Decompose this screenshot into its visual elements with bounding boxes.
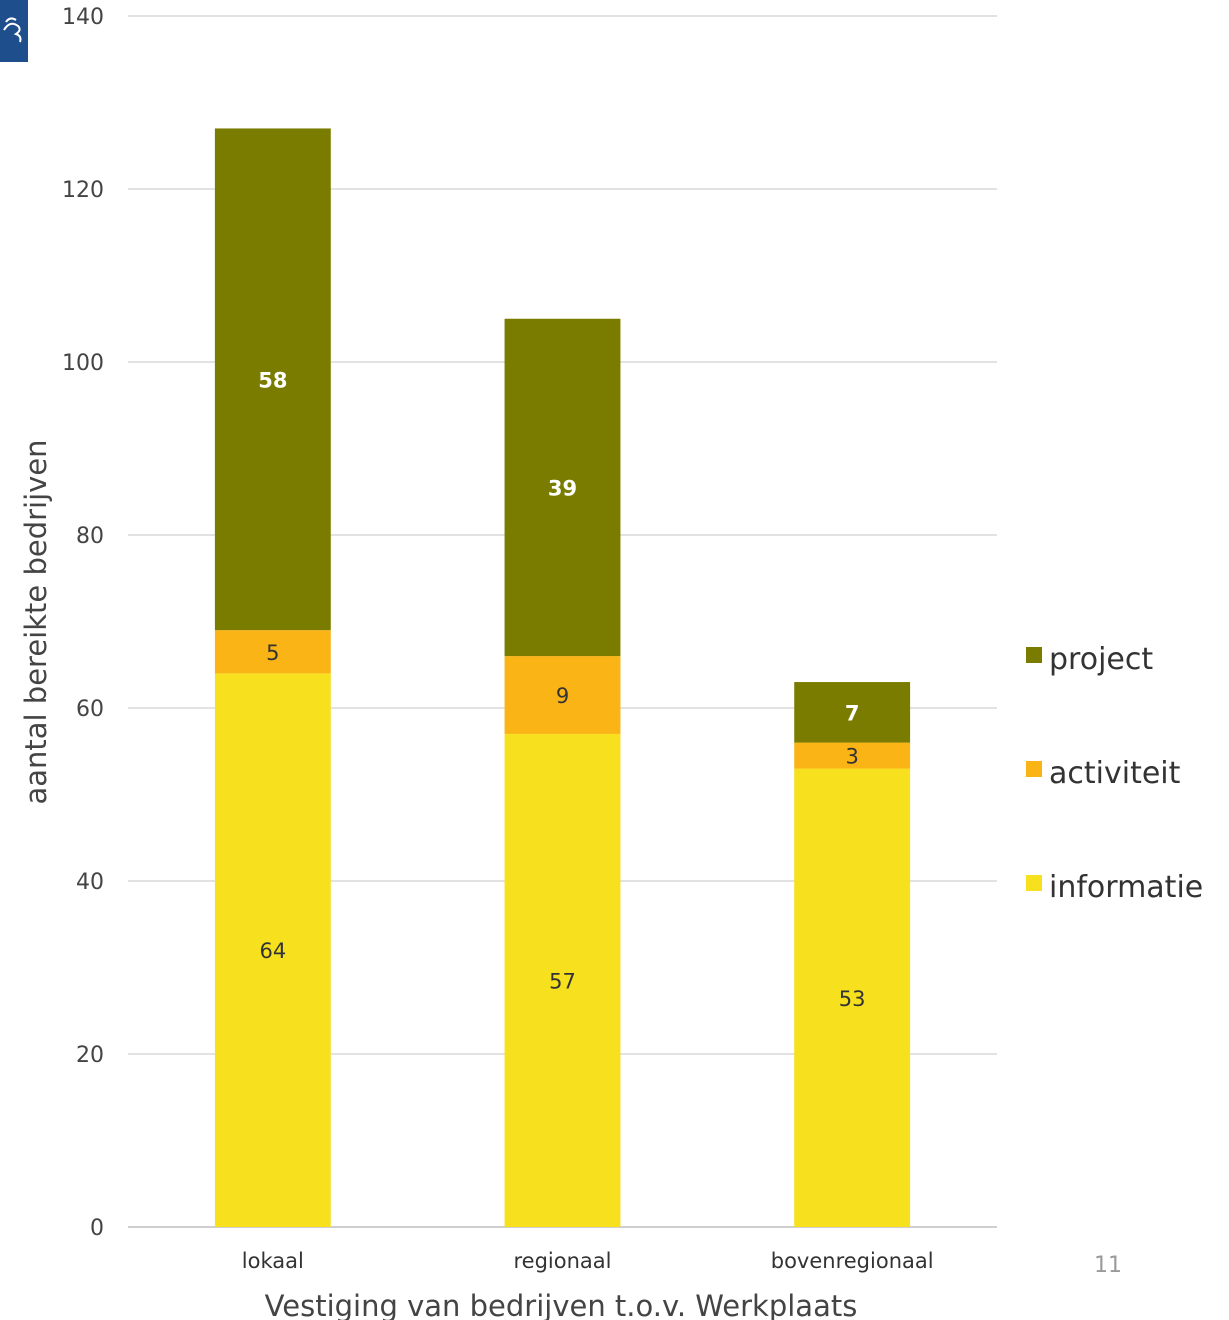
legend-swatch-activiteit — [1026, 761, 1042, 777]
data-label: 9 — [556, 684, 569, 708]
y-tick-label: 120 — [62, 178, 104, 203]
legend-label-informatie: informatie — [1049, 870, 1203, 905]
lion-crest-icon — [0, 0, 28, 62]
legend-swatch-informatie — [1026, 875, 1042, 891]
y-tick-label: 60 — [76, 697, 104, 722]
y-tick-label: 100 — [62, 351, 104, 376]
bar-segment-activiteit — [794, 742, 911, 769]
page-number: 11 — [1094, 1253, 1122, 1278]
data-label: 39 — [548, 476, 577, 500]
y-tick-label: 20 — [76, 1043, 104, 1068]
bar-segment-activiteit — [214, 630, 331, 674]
x-axis-title: Vestiging van bedrijven t.o.v. Werkplaat… — [265, 1289, 858, 1320]
data-label: 3 — [845, 745, 858, 769]
data-label: 58 — [258, 368, 287, 392]
y-tick-label: 140 — [62, 5, 104, 30]
y-tick-label: 80 — [76, 524, 104, 549]
bar-segment-project — [504, 318, 621, 657]
x-axis-categories: lokaal regionaal bovenregionaal — [242, 1249, 934, 1273]
legend-swatch-project — [1026, 647, 1042, 663]
bar-segment-project — [794, 682, 911, 743]
y-axis-ticks: 0 20 40 60 80 100 120 140 — [62, 5, 104, 1241]
legend-label-project: project — [1049, 642, 1153, 677]
bar-segment-informatie — [504, 733, 621, 1227]
y-tick-label: 0 — [90, 1216, 104, 1241]
legend: project activiteit informatie — [1026, 642, 1203, 905]
x-category-label: bovenregionaal — [771, 1249, 934, 1273]
data-label: 5 — [266, 641, 279, 665]
bar-segment-project — [214, 128, 331, 631]
data-label: 7 — [845, 701, 860, 725]
bar-segment-informatie — [794, 768, 911, 1227]
x-category-label: lokaal — [242, 1249, 304, 1273]
legend-label-activiteit: activiteit — [1049, 756, 1181, 791]
data-label: 64 — [259, 939, 286, 963]
bars: 64 5 58 57 9 39 53 3 7 — [214, 128, 911, 1227]
y-tick-label: 40 — [76, 870, 104, 895]
y-axis-title: aantal bereikte bedrijven — [19, 439, 53, 804]
x-category-label: regionaal — [514, 1249, 612, 1273]
bar-segment-informatie — [214, 673, 331, 1227]
data-label: 53 — [839, 987, 866, 1011]
bar-segment-activiteit — [504, 656, 621, 734]
data-label: 57 — [549, 969, 576, 993]
